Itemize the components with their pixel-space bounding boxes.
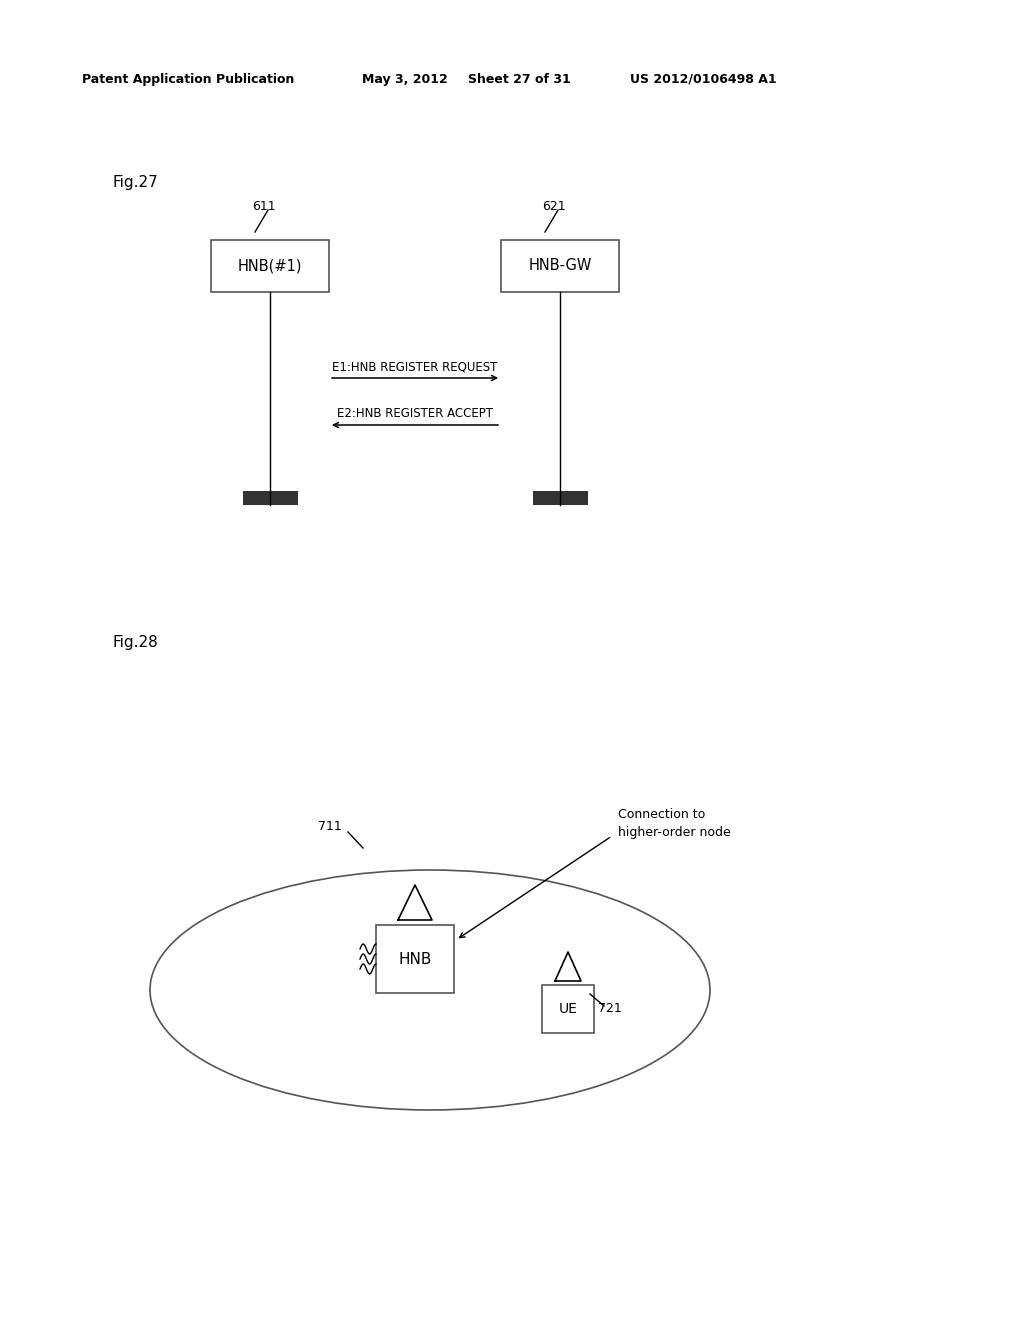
Text: Connection to: Connection to xyxy=(618,808,706,821)
Ellipse shape xyxy=(150,870,710,1110)
Text: Fig.28: Fig.28 xyxy=(112,635,158,649)
Text: May 3, 2012: May 3, 2012 xyxy=(362,73,447,86)
Bar xyxy=(542,985,594,1034)
Text: 611: 611 xyxy=(252,201,275,213)
Bar xyxy=(211,240,329,292)
Text: Fig.27: Fig.27 xyxy=(112,176,158,190)
Text: Sheet 27 of 31: Sheet 27 of 31 xyxy=(468,73,570,86)
Text: HNB(#1): HNB(#1) xyxy=(238,259,302,273)
Text: E2:HNB REGISTER ACCEPT: E2:HNB REGISTER ACCEPT xyxy=(337,407,493,420)
Text: HNB: HNB xyxy=(398,952,432,966)
Bar xyxy=(243,491,298,506)
Bar xyxy=(501,240,618,292)
Bar xyxy=(532,491,588,506)
Text: E1:HNB REGISTER REQUEST: E1:HNB REGISTER REQUEST xyxy=(333,360,498,374)
Text: UE: UE xyxy=(558,1002,578,1016)
Text: 721: 721 xyxy=(598,1002,622,1015)
Text: 711: 711 xyxy=(318,820,342,833)
Text: HNB-GW: HNB-GW xyxy=(528,259,592,273)
Text: higher-order node: higher-order node xyxy=(618,826,731,840)
Text: US 2012/0106498 A1: US 2012/0106498 A1 xyxy=(630,73,776,86)
Bar xyxy=(376,925,454,993)
Text: 621: 621 xyxy=(542,201,565,213)
Text: Patent Application Publication: Patent Application Publication xyxy=(82,73,294,86)
